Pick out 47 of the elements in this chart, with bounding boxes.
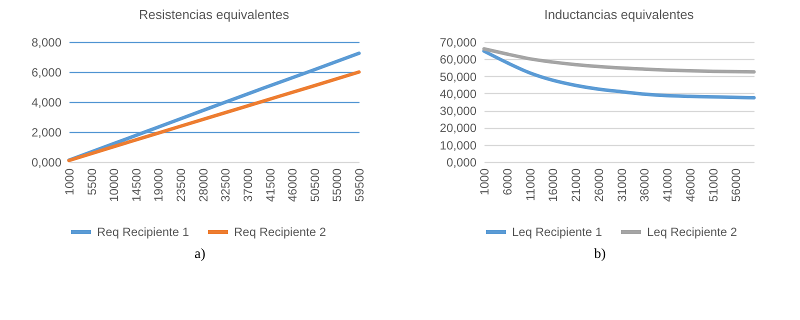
x-tick-label: 50500 — [308, 168, 322, 202]
x-tick-label: 41500 — [263, 168, 278, 202]
x-tick-label: 41000 — [660, 168, 675, 202]
y-tick-label: 70,000 — [440, 36, 477, 50]
x-tick-label: 28000 — [196, 168, 210, 202]
x-tick-label: 1000 — [62, 168, 76, 196]
x-tick-label: 31000 — [614, 168, 629, 202]
x-tick-label: 14500 — [129, 168, 144, 202]
y-tick-label: 60,000 — [440, 52, 477, 67]
y-tick-label: 30,000 — [440, 104, 477, 118]
x-tick-label: 10000 — [107, 168, 122, 202]
x-tick-label: 6000 — [500, 168, 514, 196]
x-tick-label: 26000 — [592, 168, 606, 202]
x-tick-label: 19000 — [152, 168, 166, 202]
x-tick-label: 16000 — [546, 168, 560, 202]
x-tick-label: 23500 — [174, 168, 188, 202]
legend-label: Req Recipiente 2 — [234, 225, 326, 239]
y-tick-label: 40,000 — [440, 86, 477, 101]
chart-title: Resistencias equivalentes — [138, 7, 290, 22]
x-tick-label: 51000 — [706, 168, 720, 202]
x-tick-label: 59500 — [352, 168, 366, 202]
y-tick-label: 20,000 — [440, 121, 477, 136]
legend-label: Leq Recipiente 2 — [647, 225, 738, 239]
x-tick-label: 21000 — [569, 168, 584, 202]
y-tick-label: 4,000 — [31, 96, 62, 110]
y-tick-label: 6,000 — [31, 66, 62, 80]
x-tick-label: 56000 — [729, 168, 744, 202]
x-tick-label: 5500 — [84, 168, 99, 196]
y-tick-label: 0,000 — [446, 156, 477, 170]
x-tick-label: 46000 — [683, 168, 698, 202]
x-tick-label: 11000 — [523, 168, 538, 201]
y-tick-label: 0,000 — [31, 156, 62, 170]
legend-label: Req Recipiente 1 — [97, 225, 190, 239]
x-tick-label: 1000 — [478, 168, 492, 196]
text: a) — [194, 247, 206, 263]
x-tick-label: 46000 — [286, 168, 300, 202]
x-tick-label: 32500 — [218, 168, 233, 202]
y-tick-label: 8,000 — [31, 36, 62, 50]
y-tick-label: 50,000 — [440, 70, 477, 84]
legend-label: Leq Recipiente 1 — [512, 225, 602, 239]
chart-title: Inductancias equivalentes — [544, 7, 694, 22]
y-tick-label: 2,000 — [31, 126, 62, 140]
x-tick-label: 55000 — [330, 168, 344, 202]
x-tick-label: 36000 — [638, 168, 652, 202]
text: b) — [593, 247, 607, 263]
y-tick-label: 10,000 — [440, 138, 477, 152]
x-tick-label: 37000 — [240, 168, 255, 202]
